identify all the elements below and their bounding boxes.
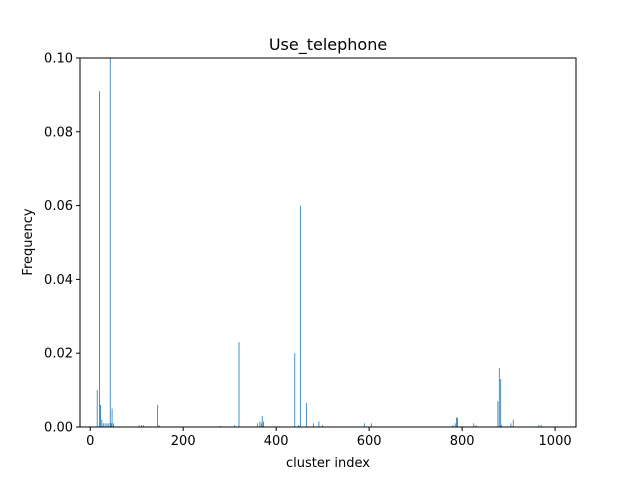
bar-1 [99, 91, 100, 428]
y-tick-label-3: 0.06 [44, 199, 73, 214]
bar-32 [364, 423, 365, 427]
bar-27 [299, 205, 301, 427]
x-axis: 0 200 400 600 800 1000 [86, 427, 572, 449]
bar-0 [96, 390, 98, 427]
bar-28 [305, 403, 307, 427]
y-tick-label-1: 0.02 [44, 347, 73, 362]
x-tick-label-0: 0 [86, 434, 94, 449]
bar-9 [110, 423, 112, 427]
bar-45 [512, 419, 514, 427]
bar-21 [259, 421, 261, 427]
bar-8 [109, 58, 111, 427]
bar-33 [371, 423, 372, 427]
bar-26 [298, 425, 299, 427]
bar-18 [233, 425, 235, 427]
bar-42 [500, 379, 502, 427]
bar-11 [113, 423, 114, 427]
y-axis-label: Frequency [21, 208, 36, 275]
bar-13 [140, 425, 142, 427]
bar-39 [475, 425, 477, 427]
bars-group [96, 58, 542, 428]
bar-35 [454, 423, 456, 427]
bar-4 [102, 423, 104, 427]
bar-12 [138, 425, 140, 427]
bar-47 [540, 425, 542, 427]
y-axis: 0.00 0.02 0.04 0.06 0.08 0.10 [44, 52, 80, 436]
x-tick-label-4: 800 [450, 434, 475, 449]
bar-14 [143, 425, 145, 427]
bar-16 [158, 425, 160, 427]
bar-40 [497, 401, 499, 427]
bar-36 [456, 417, 457, 427]
x-tick-label-1: 200 [171, 434, 196, 449]
plot-frame [79, 57, 577, 428]
bar-34 [452, 425, 454, 427]
bar-25 [294, 353, 296, 427]
y-tick-label-2: 0.04 [44, 273, 73, 288]
bar-15 [157, 404, 159, 427]
bar-6 [106, 423, 108, 427]
x-tick-label-2: 400 [264, 434, 289, 449]
bar-2 [100, 404, 101, 427]
y-tick-label-4: 0.08 [44, 125, 73, 140]
x-tick-label-3: 600 [357, 434, 382, 449]
y-tick-label-0: 0.00 [44, 421, 73, 436]
bar-37 [457, 417, 458, 427]
bar-3 [101, 419, 103, 427]
bar-29 [312, 423, 314, 427]
bar-10 [111, 408, 113, 427]
bar-7 [108, 423, 110, 427]
y-tick-label-5: 0.10 [44, 52, 73, 67]
x-tick-label-5: 1000 [539, 434, 572, 449]
bar-31 [322, 425, 324, 427]
x-axis-label: cluster index [286, 456, 370, 471]
bar-19 [238, 342, 240, 427]
bar-44 [510, 423, 512, 427]
bar-20 [257, 423, 258, 427]
bar-41 [498, 367, 500, 427]
chart-title: Use_telephone [269, 35, 387, 55]
bar-30 [318, 421, 320, 427]
bar-43 [501, 425, 503, 427]
bar-22 [260, 423, 262, 427]
bar-24 [263, 421, 265, 427]
bar-17 [219, 425, 221, 427]
bar-5 [104, 423, 106, 427]
bar-23 [261, 415, 263, 427]
bar-46 [538, 425, 540, 427]
bar-38 [473, 423, 475, 427]
